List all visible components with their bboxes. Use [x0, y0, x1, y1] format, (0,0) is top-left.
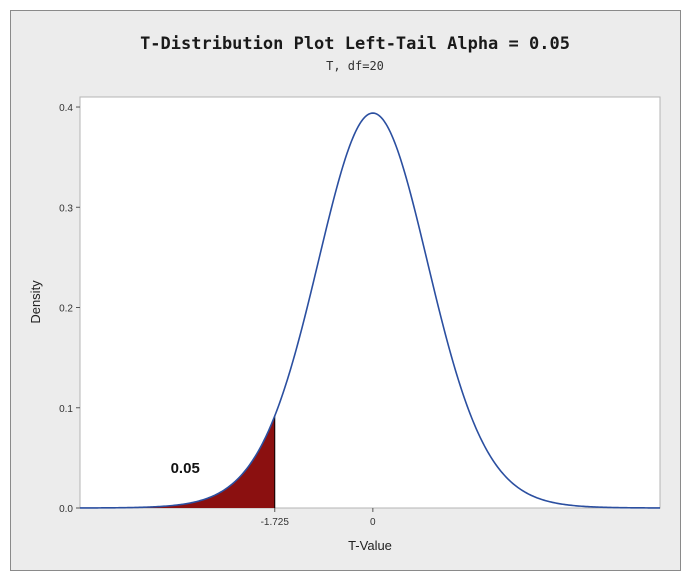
- y-tick-label: 0.0: [59, 504, 73, 515]
- x-axis-ticks: -1.725 0: [261, 508, 376, 528]
- y-axis-ticks: 0.0 0.1 0.2 0.3 0.4: [59, 103, 80, 515]
- shaded-tail-area: [80, 415, 275, 508]
- y-tick-label: 0.1: [59, 404, 73, 415]
- chart-subtitle: T, df=20: [326, 59, 384, 73]
- x-axis-label: T-Value: [348, 538, 392, 553]
- x-tick-label: 0: [370, 517, 376, 528]
- y-tick-label: 0.2: [59, 304, 73, 315]
- y-tick-label: 0.3: [59, 203, 73, 214]
- x-tick-label: -1.725: [261, 517, 290, 528]
- plot-area: [79, 96, 661, 509]
- y-axis-label: Density: [28, 280, 43, 324]
- y-tick-label: 0.4: [59, 103, 73, 114]
- tail-probability-label: 0.05: [171, 460, 200, 477]
- chart-title: T-Distribution Plot Left-Tail Alpha = 0.…: [140, 34, 570, 54]
- density-curve: [80, 112, 660, 509]
